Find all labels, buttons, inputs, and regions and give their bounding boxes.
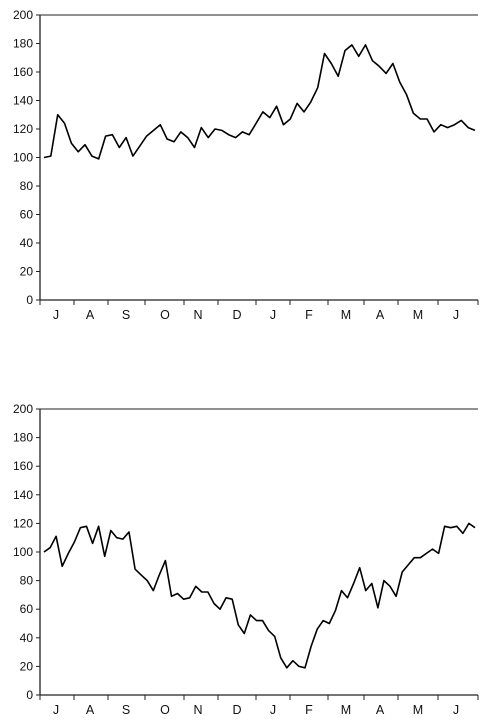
x-tick-label: F (305, 308, 313, 322)
x-tick-label: M (413, 308, 423, 322)
y-tick-label: 200 (13, 8, 33, 22)
x-tick-label: M (341, 308, 351, 322)
x-tick-label: F (305, 703, 313, 717)
x-tick-label: S (122, 703, 130, 717)
y-tick-label: 60 (20, 602, 34, 616)
y-tick-label: 20 (20, 265, 34, 279)
x-tick-label: D (232, 308, 241, 322)
chart-top: 0 20 40 60 80 100 120 140 160 180 200 J A S O N D J F M A M J (13, 8, 479, 322)
series-line (43, 522, 476, 669)
y-tick-label: 80 (20, 574, 34, 588)
x-tick-label: N (193, 308, 202, 322)
y-tick-label: 80 (20, 179, 34, 193)
x-tick-label: O (160, 308, 170, 322)
series-line (43, 44, 476, 160)
x-tick-label: O (160, 703, 170, 717)
x-tick-label: N (193, 703, 202, 717)
y-tick-label: 120 (13, 122, 33, 136)
x-tick-label: J (270, 703, 276, 717)
x-tick-label: J (53, 703, 59, 717)
y-tick-label: 120 (13, 516, 33, 530)
y-tick-label: 160 (13, 65, 33, 79)
x-tick-label: M (413, 703, 423, 717)
y-tick-label: 40 (20, 631, 34, 645)
y-tick-label: 180 (13, 37, 33, 51)
y-tick-label: 20 (20, 659, 34, 673)
x-tick-label: J (270, 308, 276, 322)
y-tick-label: 100 (13, 545, 33, 559)
y-tick-label: 160 (13, 459, 33, 473)
x-tick-label: A (376, 703, 385, 717)
x-tick-label: J (53, 308, 59, 322)
x-tick-label: J (453, 308, 459, 322)
x-tick-label: S (122, 308, 130, 322)
y-tick-label: 140 (13, 94, 33, 108)
x-tick-label: A (376, 308, 385, 322)
y-tick-label: 180 (13, 431, 33, 445)
y-tick-label: 100 (13, 151, 33, 165)
x-tick-label: A (86, 703, 95, 717)
y-tick-label: 60 (20, 208, 34, 222)
y-tick-label: 200 (13, 402, 33, 416)
y-tick-label: 140 (13, 488, 33, 502)
y-tick-label: 40 (20, 236, 34, 250)
y-tick-label: 0 (26, 293, 33, 307)
x-tick-label: D (232, 703, 241, 717)
x-tick-label: J (453, 703, 459, 717)
x-tick-label: M (341, 703, 351, 717)
y-tick-label: 0 (26, 688, 33, 702)
chart-bottom: 0 20 40 60 80 100 120 140 160 180 200 J A S O N D J F M A M J (13, 402, 479, 717)
x-tick-label: A (86, 308, 95, 322)
